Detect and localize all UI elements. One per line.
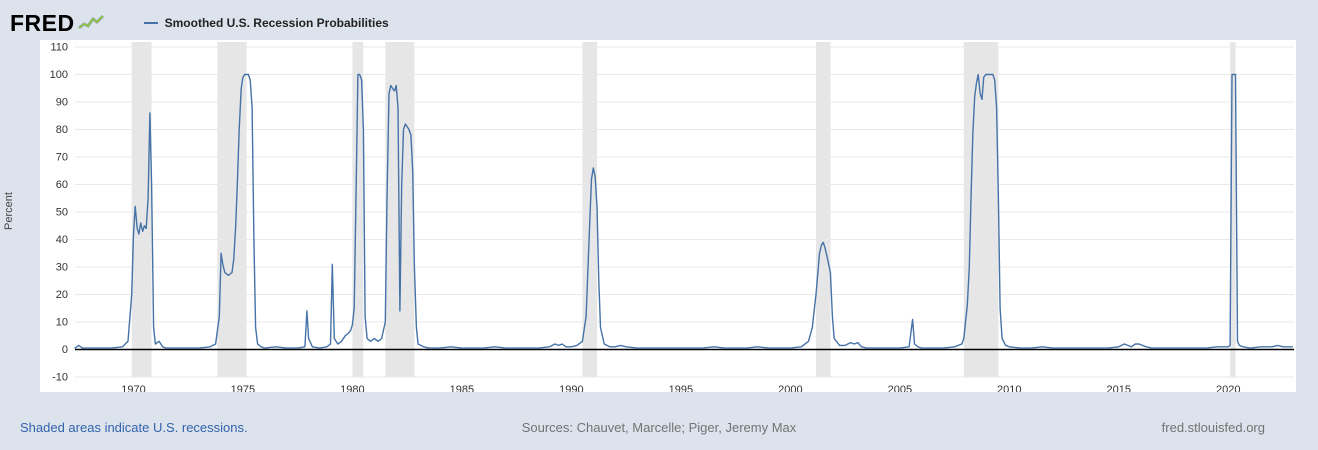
fred-site-link[interactable]: fred.stlouisfed.org [1161,420,1265,435]
recession-shading-note-link[interactable]: Shaded areas indicate U.S. recessions. [20,420,248,435]
probability-line-series [74,73,1293,349]
sources-text: Sources: Chauvet, Marcelle; Piger, Jerem… [521,420,797,435]
x-tick-label: 1990 [559,384,583,392]
recession-band [1230,42,1236,377]
chart-legend: Smoothed U.S. Recession Probabilities [143,16,389,30]
y-tick-label: 80 [56,124,68,136]
recession-band [963,42,999,377]
y-tick-label: 110 [50,42,68,54]
y-tick-label: 30 [56,262,68,274]
fred-logo[interactable]: FRED [10,10,104,37]
chart-header: FRED Smoothed U.S. Recession Probabiliti… [10,8,389,38]
y-tick-label: -10 [52,372,68,384]
y-tick-label: 20 [56,289,68,301]
chart-footer: Shaded areas indicate U.S. recessions. S… [0,420,1318,436]
x-tick-label: 2020 [1216,384,1240,392]
y-axis-title: Percent [3,192,15,230]
y-tick-label: 100 [50,69,68,81]
y-tick-label: 50 [56,207,68,219]
fred-sparkline-icon [77,14,104,36]
recession-band [385,42,415,377]
x-tick-label: 1970 [121,384,145,392]
y-tick-label: 0 [62,344,68,356]
y-tick-label: 70 [56,152,68,164]
x-tick-label: 2005 [888,384,912,392]
legend-line-swatch [143,22,158,24]
recession-band [217,42,247,377]
legend-series-label: Smoothed U.S. Recession Probabilities [164,16,389,30]
x-tick-label: 1980 [340,384,364,392]
x-tick-label: 2010 [997,384,1021,392]
recession-band [131,42,152,377]
recession-band [352,42,364,377]
recession-band [816,42,831,377]
x-tick-label: 2015 [1107,384,1131,392]
x-tick-label: 1995 [669,384,693,392]
y-tick-label: 90 [56,97,68,109]
fred-logo-text: FRED [10,9,75,36]
y-tick-label: 10 [56,317,68,329]
x-tick-label: 1985 [450,384,474,392]
y-tick-label: 60 [56,179,68,191]
x-tick-label: 2000 [778,384,802,392]
x-tick-label: 1975 [231,384,255,392]
y-tick-label: 40 [56,234,68,246]
